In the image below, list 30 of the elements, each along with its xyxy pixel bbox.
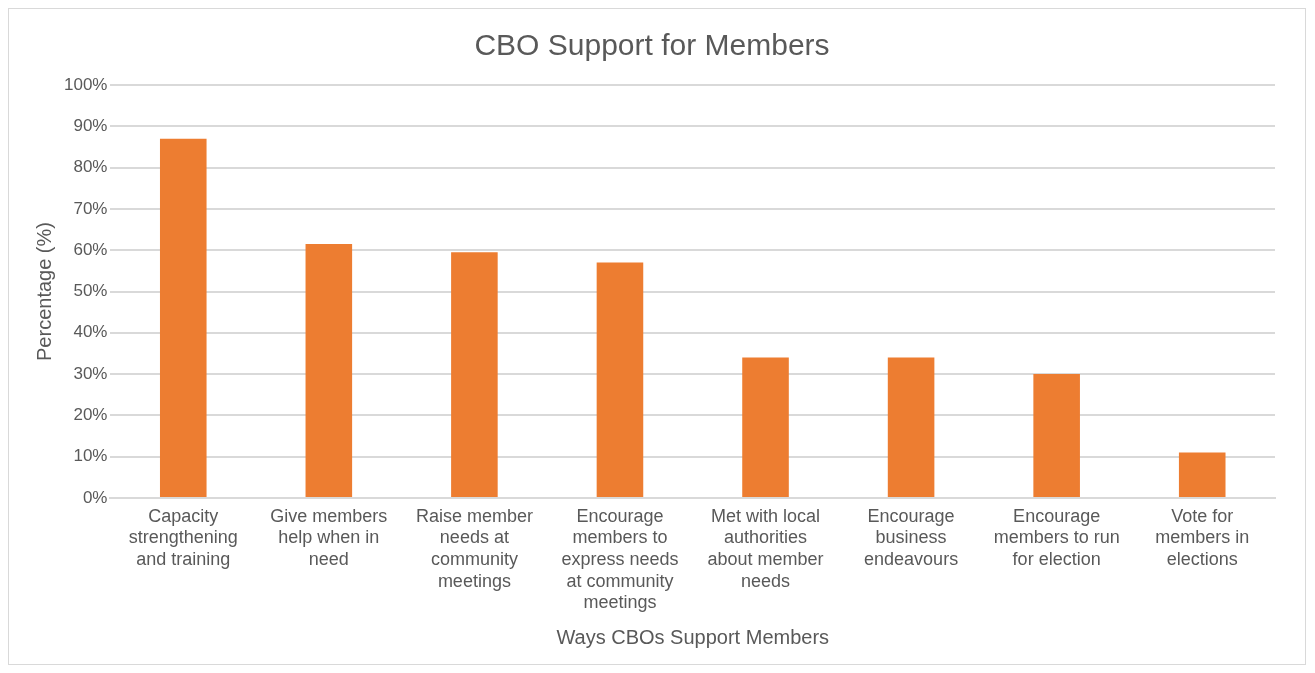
bar: [1178, 452, 1226, 497]
x-tick-label: Met with local authorities about member needs: [707, 505, 824, 591]
y-tick-label: 70%: [73, 198, 108, 218]
x-tick-label: Capacity strengthening and training: [128, 505, 238, 569]
y-tick-label: 30%: [73, 363, 108, 383]
x-tick-label: Encourage members to run for election: [993, 505, 1120, 569]
y-tick-label: 80%: [73, 157, 108, 177]
x-axis-title: Ways CBOs Support Members: [556, 625, 830, 648]
bar: [596, 262, 644, 497]
chart-title: CBO Support for Members: [474, 28, 830, 62]
y-axis-title: Percentage (%): [32, 222, 55, 361]
bar: [742, 357, 789, 497]
y-tick-label: 60%: [73, 239, 108, 259]
x-tick-label: Give members help when in need: [270, 505, 388, 569]
y-tick-label: 20%: [73, 405, 108, 425]
bar: [887, 357, 935, 497]
x-tick-label: Vote for members in elections: [1155, 505, 1250, 569]
bar: [451, 252, 498, 497]
y-tick-label: 50%: [73, 281, 108, 301]
x-tick-label: Raise member needs at community meetings: [415, 505, 533, 591]
bar: [305, 244, 353, 497]
y-tick-label: 100%: [64, 74, 108, 94]
bar: [1033, 374, 1080, 497]
y-tick-label: 40%: [73, 322, 108, 342]
y-tick-label: 0%: [82, 487, 108, 507]
x-tick-label: Encourage business endeavours: [864, 505, 959, 569]
y-tick-label: 10%: [73, 446, 108, 466]
bar: [159, 138, 207, 497]
y-tick-label: 90%: [73, 115, 108, 135]
x-tick-label: Encourage members to express needs at community meetings: [561, 505, 679, 613]
